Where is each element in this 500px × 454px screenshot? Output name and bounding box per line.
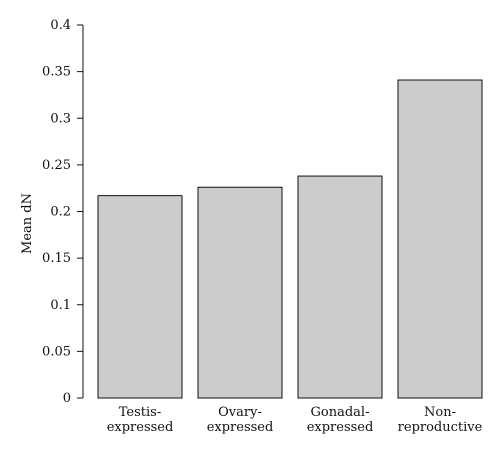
bar	[97, 195, 183, 399]
x-tick-label: Ovary-expressed	[207, 405, 274, 435]
y-tick-label: 0.4	[50, 18, 71, 33]
y-tick-label: 0.15	[42, 251, 71, 266]
bar	[397, 79, 483, 399]
x-tick-label-line: expressed	[307, 420, 374, 435]
y-tick-label: 0.2	[50, 205, 71, 220]
bars	[97, 79, 483, 399]
x-tick-label-line: expressed	[107, 420, 174, 435]
y-tick-label: 0.3	[50, 111, 71, 126]
y-tick-label: 0.25	[42, 158, 71, 173]
x-tick-label: Gonadal-expressed	[307, 405, 374, 435]
y-tick-label: 0.35	[42, 65, 71, 80]
bar	[197, 186, 283, 399]
x-tick-label-line: Ovary-	[218, 405, 262, 420]
x-tick-label-line: reproductive	[398, 420, 483, 435]
x-tick-label: Non-reproductive	[398, 405, 483, 435]
y-axis-ticks: 0 0.05 0.1 0.15 0.2 0.25 0.3 0.35 0.4	[42, 18, 83, 406]
y-tick-label: 0.1	[50, 298, 71, 313]
x-tick-label-line: Testis-	[119, 405, 161, 420]
bar	[297, 175, 383, 399]
x-tick-label: Testis-expressed	[107, 405, 174, 435]
x-axis-labels: Testis-expressedOvary-expressedGonadal-e…	[107, 405, 483, 435]
x-tick-label-line: Gonadal-	[311, 405, 370, 420]
y-tick-label: 0.05	[42, 344, 71, 359]
y-tick-label: 0	[63, 391, 71, 406]
y-axis-title: Mean dN	[20, 193, 35, 254]
x-tick-label-line: expressed	[207, 420, 274, 435]
x-tick-label-line: Non-	[424, 405, 456, 420]
